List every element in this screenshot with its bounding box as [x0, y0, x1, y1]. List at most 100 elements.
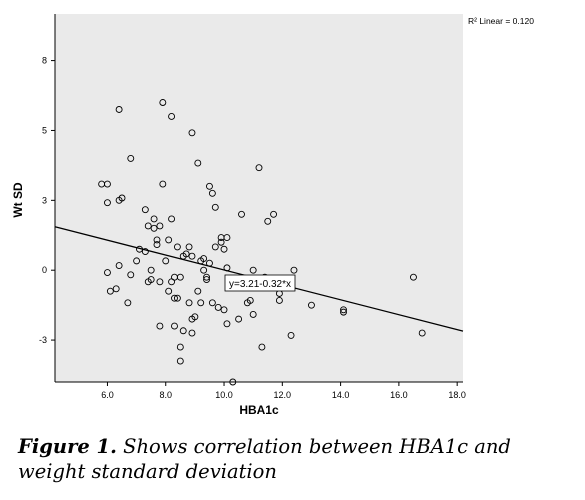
data-point	[200, 266, 208, 274]
data-point	[115, 196, 123, 204]
data-point	[104, 199, 111, 207]
data-point	[159, 180, 167, 188]
data-point	[112, 285, 120, 293]
y-tick-label: -3	[39, 335, 47, 345]
y-tick-label: 0	[42, 265, 47, 275]
data-point	[223, 234, 231, 242]
x-tick-label: 8.0	[159, 390, 172, 400]
x-tick-label: 14.0	[332, 390, 350, 400]
data-point	[168, 113, 176, 120]
data-point	[127, 154, 135, 162]
data-point	[141, 248, 149, 256]
figure-caption-text: Shows correlation between HBA1c and weig…	[18, 435, 511, 483]
data-point	[141, 206, 149, 214]
data-point	[255, 164, 263, 172]
fit-equation-label: y=3.21-0.32*x	[229, 279, 291, 290]
data-point	[165, 236, 173, 244]
data-point	[124, 299, 132, 307]
y-tick-label: 5	[42, 125, 47, 135]
y-tick-label: 8	[42, 56, 47, 66]
data-point	[159, 99, 167, 106]
data-point	[258, 343, 266, 351]
data-point	[194, 287, 202, 295]
data-point	[173, 243, 181, 251]
x-tick-label: 10.0	[215, 390, 233, 400]
data-point	[171, 294, 178, 302]
data-point	[173, 294, 181, 302]
data-point	[220, 306, 228, 314]
data-point	[270, 210, 278, 218]
data-point	[200, 255, 208, 263]
data-point	[194, 159, 202, 167]
data-point	[340, 308, 347, 316]
data-point	[153, 236, 161, 244]
x-tick-label: 16.0	[390, 390, 408, 400]
data-point	[150, 224, 158, 232]
data-point	[168, 215, 176, 223]
data-point	[182, 250, 190, 258]
data-point	[127, 271, 135, 279]
data-point	[147, 276, 155, 283]
data-point	[211, 203, 219, 211]
x-tick-label: 12.0	[274, 390, 292, 400]
data-point	[171, 322, 178, 330]
plot-area	[55, 14, 463, 382]
data-point	[206, 182, 213, 190]
figure-caption-label: Figure 1.	[18, 435, 117, 458]
data-point	[179, 327, 187, 335]
data-point	[214, 304, 222, 311]
figure-caption: Figure 1. Shows correlation between HBA1…	[18, 434, 573, 484]
data-point	[208, 299, 216, 307]
data-points	[98, 99, 426, 386]
data-point	[115, 262, 123, 269]
data-point	[147, 266, 155, 274]
data-point	[197, 299, 205, 307]
data-point	[208, 189, 216, 197]
data-point	[176, 357, 184, 365]
data-point	[418, 329, 426, 337]
data-point	[156, 322, 164, 330]
axis-ticks: 6.0 8.0 10.0 12.0 14.0 16.0 18.0 -3 0 3 5 8	[39, 56, 466, 400]
fit-equation-box	[224, 274, 296, 292]
data-point	[144, 222, 152, 230]
data-point	[162, 257, 170, 265]
data-point	[185, 243, 193, 251]
data-point	[115, 106, 123, 113]
data-point	[246, 297, 254, 304]
data-point	[185, 299, 193, 307]
data-point	[211, 243, 219, 251]
data-point	[203, 273, 210, 281]
data-point	[133, 257, 141, 265]
data-point	[104, 180, 111, 188]
data-point	[188, 129, 196, 137]
data-point	[264, 217, 272, 225]
data-point	[229, 378, 237, 386]
y-axis-title: Wt SD	[11, 182, 25, 218]
data-point	[410, 273, 417, 281]
data-point	[188, 329, 196, 337]
data-point	[275, 297, 283, 304]
data-point	[290, 266, 298, 274]
x-tick-label: 18.0	[448, 390, 466, 400]
y-tick-label: 3	[42, 195, 47, 205]
data-point	[106, 287, 114, 295]
data-point	[203, 276, 210, 283]
r-squared-label: R² Linear = 0.120	[468, 16, 534, 26]
x-axis-title: HBA1c	[239, 403, 279, 417]
data-point	[249, 266, 257, 274]
data-point	[188, 252, 196, 260]
data-point	[217, 238, 225, 246]
scatter-chart: 6.0 8.0 10.0 12.0 14.0 16.0 18.0 -3 0 3 5 8 y=3.21-…	[11, 14, 534, 417]
data-point	[340, 306, 347, 314]
x-tick-label: 6.0	[101, 390, 114, 400]
data-point	[249, 311, 257, 318]
data-point	[153, 241, 161, 249]
data-point	[220, 245, 228, 253]
data-point	[104, 269, 111, 276]
data-point	[156, 222, 164, 230]
data-point	[165, 287, 173, 295]
data-point	[176, 343, 184, 351]
data-point	[156, 278, 164, 286]
data-point	[235, 315, 243, 323]
data-point	[176, 273, 184, 281]
